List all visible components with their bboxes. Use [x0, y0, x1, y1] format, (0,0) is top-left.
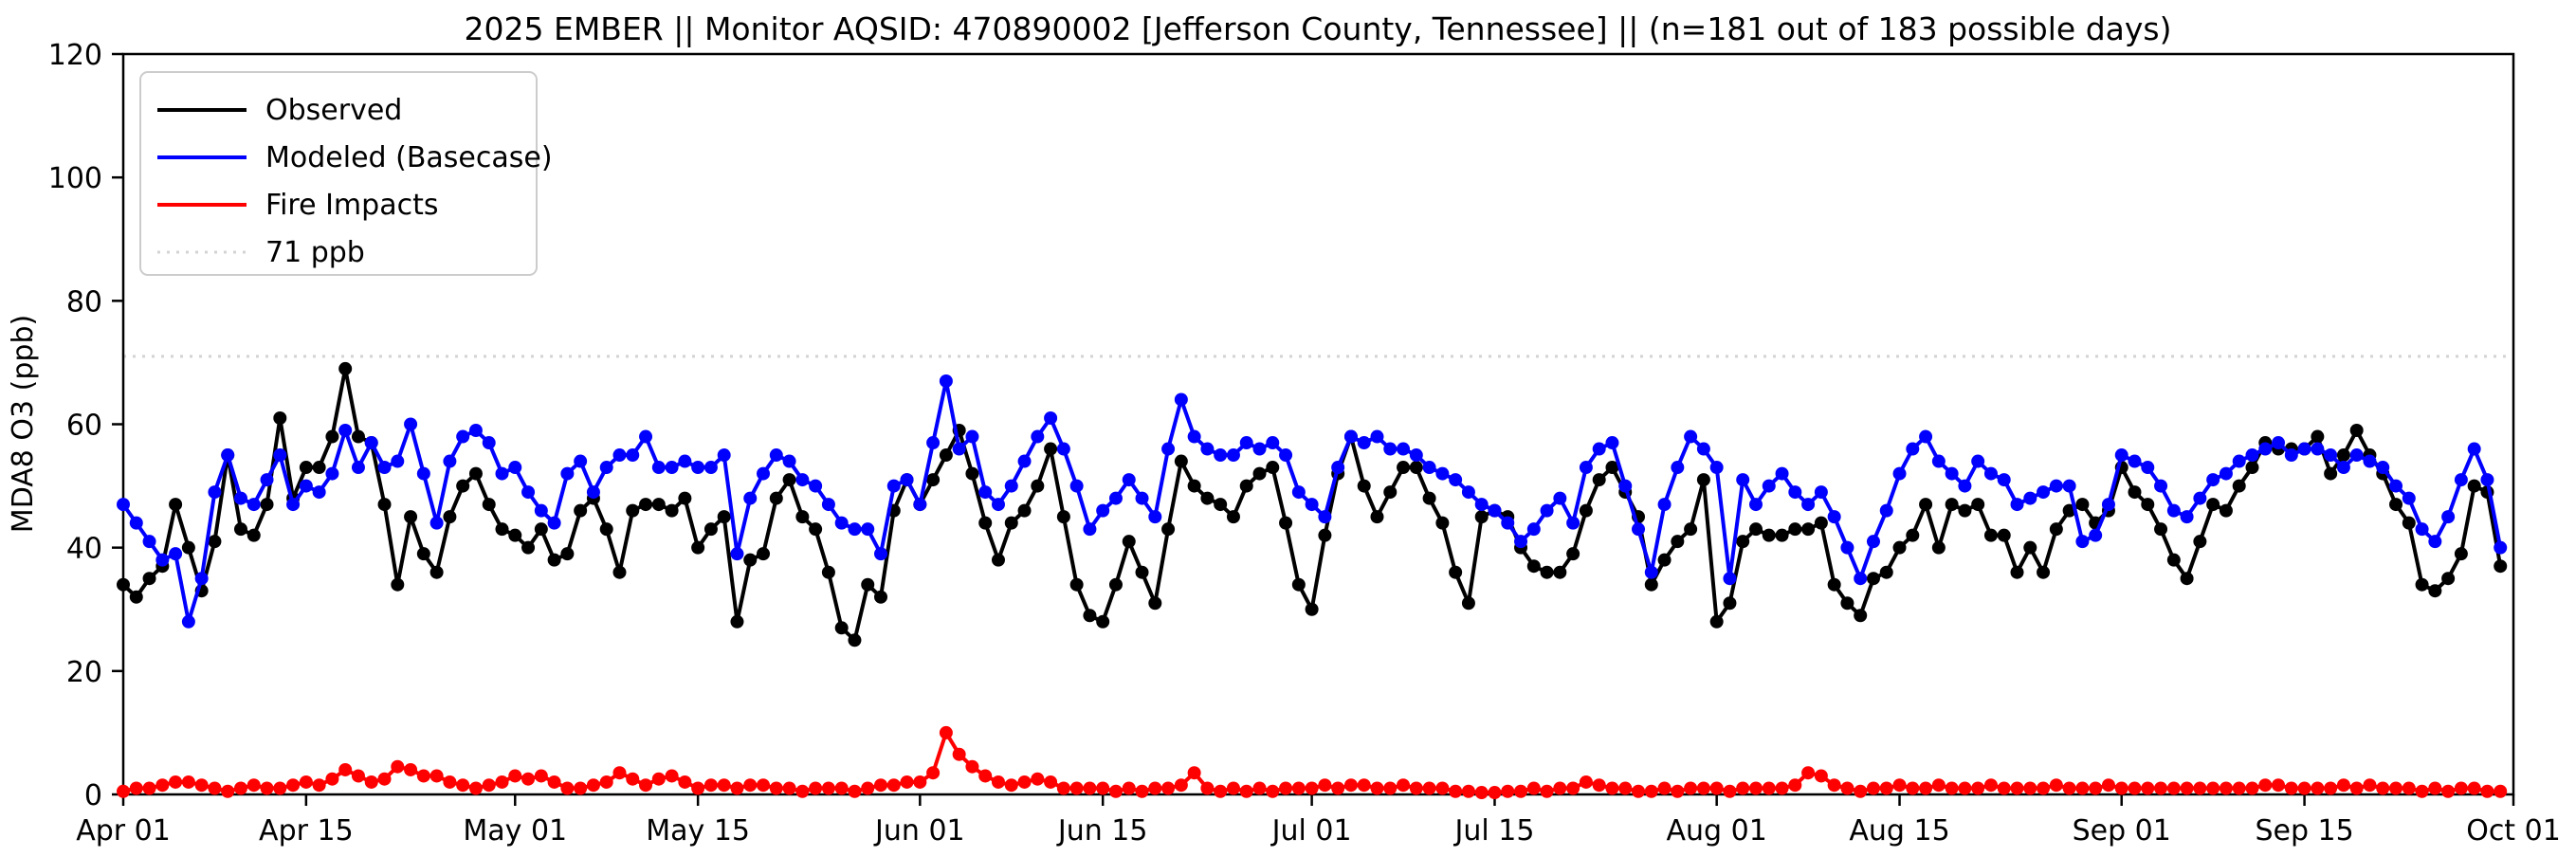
series-fire-impacts: [117, 725, 2508, 800]
x-tick-label: Aug 15: [1849, 814, 1949, 848]
axis-tick-labels: 0 20 40 60 80 100 120 Apr 01 Apr 15 May 01 May 15 J…: [48, 39, 2561, 848]
y-tick-label: 40: [66, 533, 102, 566]
y-tick-label: 100: [48, 162, 102, 195]
axes: [112, 52, 2515, 806]
x-tick-label: May 01: [463, 814, 567, 848]
x-tick-label: Jun 01: [873, 814, 965, 848]
y-tick-label: 60: [66, 410, 102, 443]
data-series: [117, 361, 2508, 800]
y-tick-label: 120: [48, 39, 102, 72]
x-tick-label: Jul 01: [1270, 814, 1352, 848]
x-tick-label: Sep 01: [2073, 814, 2171, 848]
legend: Observed Modeled (Basecase) Fire Impacts…: [139, 71, 553, 276]
x-tick-label: Aug 01: [1667, 814, 1767, 848]
x-tick-label: Apr 01: [76, 814, 171, 848]
y-axis-label: MDA8 O3 (ppb): [7, 315, 40, 533]
y-tick-label: 0: [84, 779, 102, 812]
x-tick-label: Sep 15: [2255, 814, 2353, 848]
x-tick-label: May 15: [646, 814, 750, 848]
series-modeled-basecase-: [117, 374, 2508, 629]
y-tick-label: 20: [66, 656, 102, 689]
x-tick-label: Oct 01: [2466, 814, 2561, 848]
x-tick-label: Jul 15: [1453, 814, 1535, 848]
legend-label-fire: Fire Impacts: [265, 189, 438, 222]
y-tick-label: 80: [66, 285, 102, 319]
legend-box: [139, 71, 538, 276]
x-tick-label: Jun 15: [1056, 814, 1148, 848]
x-tick-label: Apr 15: [259, 814, 354, 848]
legend-label-71ppb: 71 ppb: [265, 236, 365, 269]
legend-label-modeled: Modeled (Basecase): [265, 141, 553, 174]
legend-label-observed: Observed: [265, 94, 402, 127]
chart-title: 2025 EMBER || Monitor AQSID: 470890002 […: [465, 10, 2172, 47]
